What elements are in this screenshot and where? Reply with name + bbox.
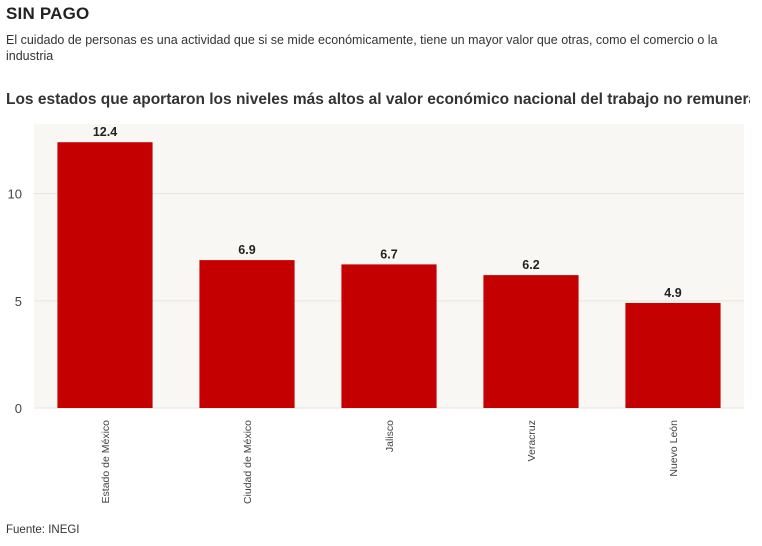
page-title: SIN PAGO [6,4,90,23]
bar [199,260,295,408]
bar [625,302,721,408]
chart-title: Los estados que aportaron los niveles má… [6,91,750,108]
y-tick-label: 0 [15,401,22,416]
bar [57,142,153,408]
x-tick-label: Estado de México [100,420,112,504]
x-tick-label: Nuevo León [668,420,680,477]
data-label: 6.7 [380,247,397,261]
source-note: Fuente: INEGI [6,524,80,536]
bar [341,264,437,408]
data-label: 6.2 [522,258,539,272]
x-tick-label: Jalisco [384,420,396,452]
x-tick-label: Ciudad de México [242,420,254,504]
y-tick-label: 5 [15,294,22,309]
data-label: 12.4 [93,125,117,139]
y-tick-label: 10 [8,187,22,202]
data-label: 4.9 [664,286,681,300]
x-tick-label: Veracruz [526,420,538,461]
bar [483,275,579,408]
data-label: 6.9 [238,243,255,257]
page-subtitle: El cuidado de personas es una actividad … [6,33,718,63]
bar-chart: 0 5 10 12.4 Estado de México 6.9 Ciudad de Méx… [8,124,744,504]
